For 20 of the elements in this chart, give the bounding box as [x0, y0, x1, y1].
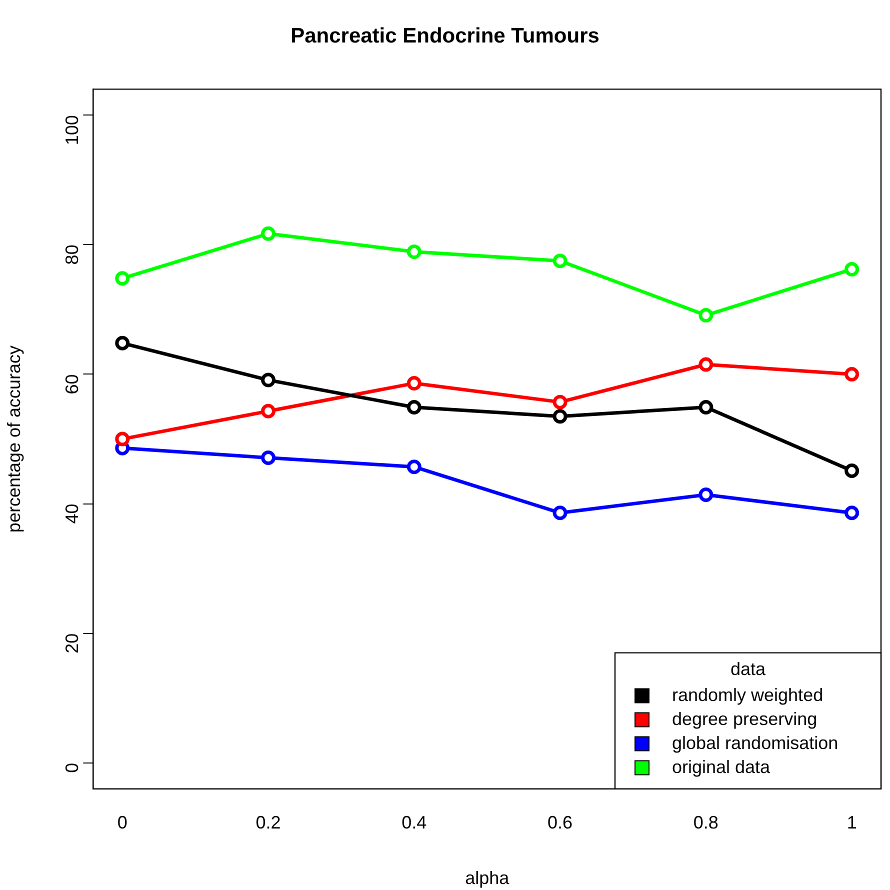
y-tick-label: 80: [62, 244, 82, 265]
y-axis-title: percentage of accuracy: [4, 345, 24, 533]
y-tick-label: 20: [62, 633, 82, 654]
y-tick-label: 60: [62, 374, 82, 394]
x-tick-label: 0.2: [256, 812, 281, 833]
chart-title: Pancreatic Endocrine Tumours: [290, 24, 600, 48]
legend-label: global randomisation: [672, 732, 838, 753]
x-tick-label: 0.6: [548, 812, 573, 833]
x-tick-label: 0.4: [402, 812, 427, 833]
legend-label: degree preserving: [672, 708, 818, 729]
x-axis-title: alpha: [465, 868, 510, 888]
x-tick-label: 0: [117, 812, 128, 833]
y-tick-label: 40: [62, 504, 82, 524]
y-tick-label: 0: [62, 762, 82, 773]
legend-title: data: [730, 658, 766, 679]
x-tick-label: 1: [846, 812, 857, 833]
legend-label: randomly weighted: [672, 684, 824, 705]
y-tick-label: 100: [62, 115, 82, 146]
x-tick-label: 0.8: [693, 812, 718, 833]
legend-label: original data: [672, 756, 772, 777]
